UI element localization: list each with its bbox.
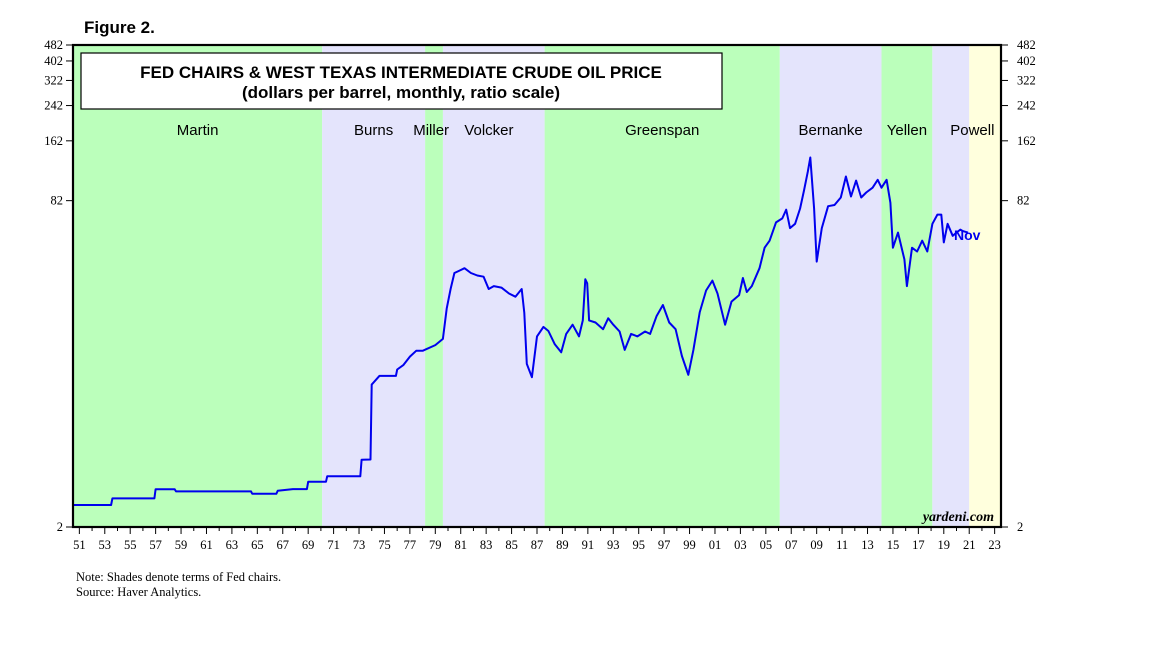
x-tick-label: 73: [353, 538, 366, 552]
x-tick-label: 67: [277, 538, 290, 552]
y-tick-label-right: 402: [1017, 54, 1036, 68]
y-tick-label-right: 482: [1017, 38, 1036, 52]
y-tick-label-left: 322: [44, 73, 63, 87]
x-tick-label: 09: [810, 538, 823, 552]
x-tick-label: 59: [175, 538, 188, 552]
chair-label-martin: Martin: [177, 122, 219, 139]
x-tick-label: 71: [327, 538, 340, 552]
chair-label-greenspan: Greenspan: [625, 122, 699, 139]
chair-band-bernanke: [779, 45, 882, 527]
x-tick-label: 17: [912, 538, 925, 552]
title-box: FED CHAIRS & WEST TEXAS INTERMEDIATE CRU…: [80, 52, 723, 110]
chair-band-powell: [932, 45, 970, 527]
chart-title: FED CHAIRS & WEST TEXAS INTERMEDIATE CRU…: [140, 63, 662, 82]
x-tick-label: 83: [480, 538, 493, 552]
chair-label-volcker: Volcker: [464, 122, 513, 139]
chair-band-future: [969, 45, 1001, 527]
yardeni-watermark: yardeni.com: [921, 510, 994, 525]
chair-label-powell: Powell: [950, 122, 994, 139]
figure-label: Figure 2.: [84, 18, 155, 37]
y-tick-label-right: 242: [1017, 99, 1036, 113]
y-tick-label-right: 162: [1017, 134, 1036, 148]
chair-label-yellen: Yellen: [887, 122, 927, 139]
x-tick-label: 89: [556, 538, 569, 552]
x-tick-label: 51: [73, 538, 86, 552]
chair-band-burns: [322, 45, 426, 527]
x-tick-label: 05: [760, 538, 773, 552]
chair-band-martin: [73, 45, 323, 527]
x-tick-label: 63: [226, 538, 239, 552]
x-tick-label: 97: [658, 538, 671, 552]
x-tick-label: 13: [861, 538, 874, 552]
notes-block: Note: Shades denote terms of Fed chairs.…: [76, 570, 281, 600]
x-tick-label: 23: [988, 538, 1001, 552]
y-tick-label-left: 162: [44, 134, 63, 148]
y-tick-label-left: 402: [44, 54, 63, 68]
x-tick-label: 99: [683, 538, 696, 552]
x-tick-label: 07: [785, 538, 798, 552]
x-tick-label: 21: [963, 538, 976, 552]
x-tick-label: 19: [938, 538, 951, 552]
x-tick-label: 57: [149, 538, 162, 552]
x-tick-label: 65: [251, 538, 264, 552]
y-tick-label-left: 242: [44, 99, 63, 113]
x-tick-label: 01: [709, 538, 722, 552]
x-tick-label: 93: [607, 538, 620, 552]
x-tick-label: 81: [454, 538, 467, 552]
x-tick-label: 11: [836, 538, 848, 552]
x-tick-label: 69: [302, 538, 315, 552]
x-tick-label: 61: [200, 538, 213, 552]
x-tick-label: 77: [404, 538, 417, 552]
plot-frame: [71, 43, 1003, 529]
end-label: Nov: [954, 227, 981, 243]
x-tick-label: 53: [99, 538, 112, 552]
chair-term-bands: [73, 45, 1001, 527]
x-tick-label: 03: [734, 538, 747, 552]
x-tick-label: 55: [124, 538, 137, 552]
y-tick-label-left: 482: [44, 38, 63, 52]
x-tick-label: 95: [632, 538, 645, 552]
y-tick-label-right: 322: [1017, 73, 1036, 87]
x-tick-label: 91: [582, 538, 595, 552]
source-text: Source: Haver Analytics.: [76, 585, 202, 599]
chair-name-labels: Martin Burns Miller Volcker Greenspan Bernank…: [177, 122, 995, 139]
x-tick-label: 79: [429, 538, 442, 552]
x-tick-label: 15: [887, 538, 900, 552]
oil-price-series-line: [73, 156, 969, 506]
chart-axes: 2 2 82 82 162 162 242 242 322 322 402 402 482 482 51 53…: [44, 38, 1036, 552]
chair-label-miller: Miller: [413, 122, 449, 139]
chair-band-miller: [425, 45, 443, 527]
x-tick-label: 87: [531, 538, 544, 552]
chair-label-burns: Burns: [354, 122, 393, 139]
x-tick-label: 85: [505, 538, 518, 552]
chart-subtitle: (dollars per barrel, monthly, ratio scal…: [242, 83, 560, 102]
y-tick-label-left: 2: [57, 520, 63, 534]
y-tick-label-left: 82: [51, 194, 64, 208]
y-tick-label-right: 82: [1017, 194, 1030, 208]
chair-label-bernanke: Bernanke: [799, 122, 863, 139]
note-text: Note: Shades denote terms of Fed chairs.: [76, 570, 282, 584]
y-tick-label-right: 2: [1017, 520, 1023, 534]
x-tick-label: 75: [378, 538, 391, 552]
